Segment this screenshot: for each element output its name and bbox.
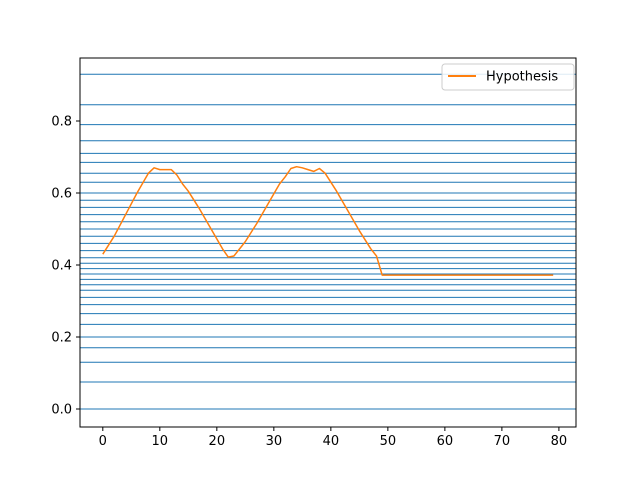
y-axis: 0.0 0.2 0.4 0.6 0.8 (51, 115, 80, 418)
x-tick-label: 10 (152, 434, 169, 449)
y-tick-label: 0.6 (51, 187, 72, 202)
legend-label-hypothesis: Hypothesis (486, 70, 558, 85)
series-layer (102, 165, 554, 276)
y-tick-label: 0.4 (51, 259, 72, 274)
plot-frame (79, 57, 577, 428)
horizontal-lines-layer (80, 73, 576, 410)
legend: Hypothesis (441, 63, 575, 91)
y-tick-label: 0.8 (51, 115, 72, 130)
x-tick-label: 70 (494, 434, 511, 449)
x-tick-label: 20 (209, 434, 226, 449)
y-tick-label: 0.2 (51, 331, 72, 346)
x-tick-label: 80 (551, 434, 568, 449)
legend-box (441, 63, 575, 91)
x-axis: 0 10 20 30 40 50 60 70 80 (99, 427, 568, 449)
x-tick-label: 60 (437, 434, 454, 449)
x-tick-label: 40 (323, 434, 340, 449)
series-line-hypothesis (102, 165, 554, 276)
y-tick-label: 0.0 (51, 403, 72, 418)
x-tick-label: 30 (266, 434, 283, 449)
x-tick-label: 50 (380, 434, 397, 449)
x-tick-label: 0 (99, 434, 107, 449)
